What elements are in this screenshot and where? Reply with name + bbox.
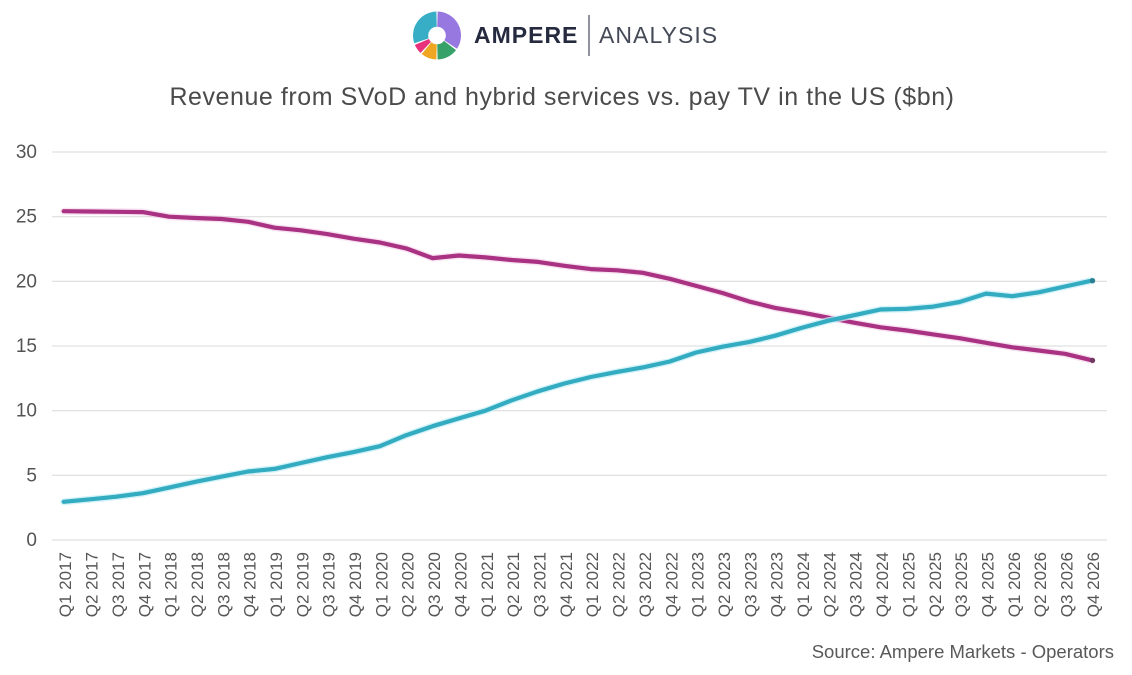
svg-text:20: 20 xyxy=(16,271,37,292)
svg-text:Q3 2021: Q3 2021 xyxy=(531,552,550,617)
svg-text:25: 25 xyxy=(16,207,37,228)
svg-text:Q3 2025: Q3 2025 xyxy=(952,552,971,617)
svg-text:Q3 2026: Q3 2026 xyxy=(1058,552,1077,617)
svg-text:Q4 2024: Q4 2024 xyxy=(873,552,892,617)
svg-text:Q2 2021: Q2 2021 xyxy=(504,552,523,617)
svg-text:Q1 2021: Q1 2021 xyxy=(478,552,497,617)
svg-text:Q3 2018: Q3 2018 xyxy=(214,552,233,617)
svg-text:Q1 2018: Q1 2018 xyxy=(162,552,181,617)
svg-text:Q1 2017: Q1 2017 xyxy=(56,552,75,617)
svg-text:Q4 2025: Q4 2025 xyxy=(979,552,998,617)
svg-text:Q1 2020: Q1 2020 xyxy=(372,552,391,617)
svg-text:15: 15 xyxy=(16,336,37,357)
svg-text:Q4 2018: Q4 2018 xyxy=(241,552,260,617)
svg-text:Q1 2022: Q1 2022 xyxy=(583,552,602,617)
svg-text:Q2 2024: Q2 2024 xyxy=(820,552,839,617)
svg-text:AMPERE: AMPERE xyxy=(474,22,578,48)
svg-text:Q4 2017: Q4 2017 xyxy=(135,552,154,617)
svg-text:Q1 2019: Q1 2019 xyxy=(267,552,286,617)
svg-text:Q2 2022: Q2 2022 xyxy=(610,552,629,617)
svg-text:Q2 2026: Q2 2026 xyxy=(1031,552,1050,617)
svg-text:Revenue from SVoD and hybrid s: Revenue from SVoD and hybrid services vs… xyxy=(169,83,954,111)
svg-text:Q2 2017: Q2 2017 xyxy=(83,552,102,617)
svg-text:Q2 2020: Q2 2020 xyxy=(399,552,418,617)
svg-text:Q2 2019: Q2 2019 xyxy=(293,552,312,617)
svg-text:Q1 2026: Q1 2026 xyxy=(1005,552,1024,617)
svg-text:30: 30 xyxy=(16,142,37,163)
svg-text:Q1 2025: Q1 2025 xyxy=(899,552,918,617)
svg-text:Q1 2023: Q1 2023 xyxy=(689,552,708,617)
svg-text:5: 5 xyxy=(26,465,37,486)
svg-text:ANALYSIS: ANALYSIS xyxy=(599,22,718,48)
svg-text:Q3 2022: Q3 2022 xyxy=(636,552,655,617)
svg-text:Q3 2020: Q3 2020 xyxy=(425,552,444,617)
svg-text:Q3 2024: Q3 2024 xyxy=(847,552,866,617)
svg-text:Q4 2020: Q4 2020 xyxy=(451,552,470,617)
svg-text:Q3 2017: Q3 2017 xyxy=(109,552,128,617)
svg-text:10: 10 xyxy=(16,401,37,422)
svg-text:Q3 2023: Q3 2023 xyxy=(741,552,760,617)
svg-text:Q4 2019: Q4 2019 xyxy=(346,552,365,617)
svg-text:Q1 2024: Q1 2024 xyxy=(794,552,813,617)
svg-text:Q2 2018: Q2 2018 xyxy=(188,552,207,617)
svg-text:Q4 2022: Q4 2022 xyxy=(662,552,681,617)
svg-text:Q2 2025: Q2 2025 xyxy=(926,552,945,617)
svg-text:Source: Ampere Markets - Opera: Source: Ampere Markets - Operators xyxy=(812,641,1114,662)
svg-text:0: 0 xyxy=(26,530,37,551)
svg-text:Q2 2023: Q2 2023 xyxy=(715,552,734,617)
svg-text:Q4 2023: Q4 2023 xyxy=(768,552,787,617)
svg-text:Q3 2019: Q3 2019 xyxy=(320,552,339,617)
svg-text:Q4 2021: Q4 2021 xyxy=(557,552,576,617)
svg-text:Q4 2026: Q4 2026 xyxy=(1084,552,1103,617)
